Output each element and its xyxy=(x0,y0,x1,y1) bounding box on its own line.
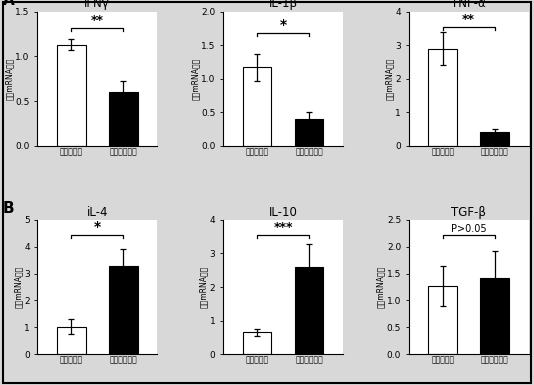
Y-axis label: 相对mRNA水平: 相对mRNA水平 xyxy=(376,266,386,308)
Text: ***: *** xyxy=(273,221,293,234)
Title: iL-1β: iL-1β xyxy=(269,0,297,10)
Title: TNF-α: TNF-α xyxy=(451,0,486,10)
Text: **: ** xyxy=(462,13,475,26)
Y-axis label: 相对mRNA水平: 相对mRNA水平 xyxy=(385,58,394,100)
Title: TGF-β: TGF-β xyxy=(451,206,486,219)
Bar xyxy=(109,92,138,146)
Text: **: ** xyxy=(91,14,104,27)
Bar xyxy=(428,49,457,146)
Text: P>0.05: P>0.05 xyxy=(451,224,486,234)
Y-axis label: 相对mRNA水平: 相对mRNA水平 xyxy=(5,58,14,100)
Bar xyxy=(242,67,271,146)
Bar xyxy=(295,267,324,354)
Text: *: * xyxy=(94,220,101,234)
Text: B: B xyxy=(3,201,14,216)
Bar xyxy=(295,119,324,146)
Text: A: A xyxy=(3,0,14,8)
Bar xyxy=(428,286,457,354)
Text: *: * xyxy=(279,18,287,32)
Bar xyxy=(242,332,271,354)
Bar xyxy=(481,278,509,354)
Bar xyxy=(109,266,138,354)
Y-axis label: 相对mRNA水平: 相对mRNA水平 xyxy=(199,266,208,308)
Title: IFNγ: IFNγ xyxy=(84,0,110,10)
Bar xyxy=(57,45,85,146)
Bar xyxy=(57,327,85,354)
Title: IL-10: IL-10 xyxy=(269,206,297,219)
Y-axis label: 相对mRNA水平: 相对mRNA水平 xyxy=(191,58,200,100)
Title: iL-4: iL-4 xyxy=(87,206,108,219)
Y-axis label: 相对mRNA水平: 相对mRNA水平 xyxy=(13,266,22,308)
Bar xyxy=(481,132,509,146)
